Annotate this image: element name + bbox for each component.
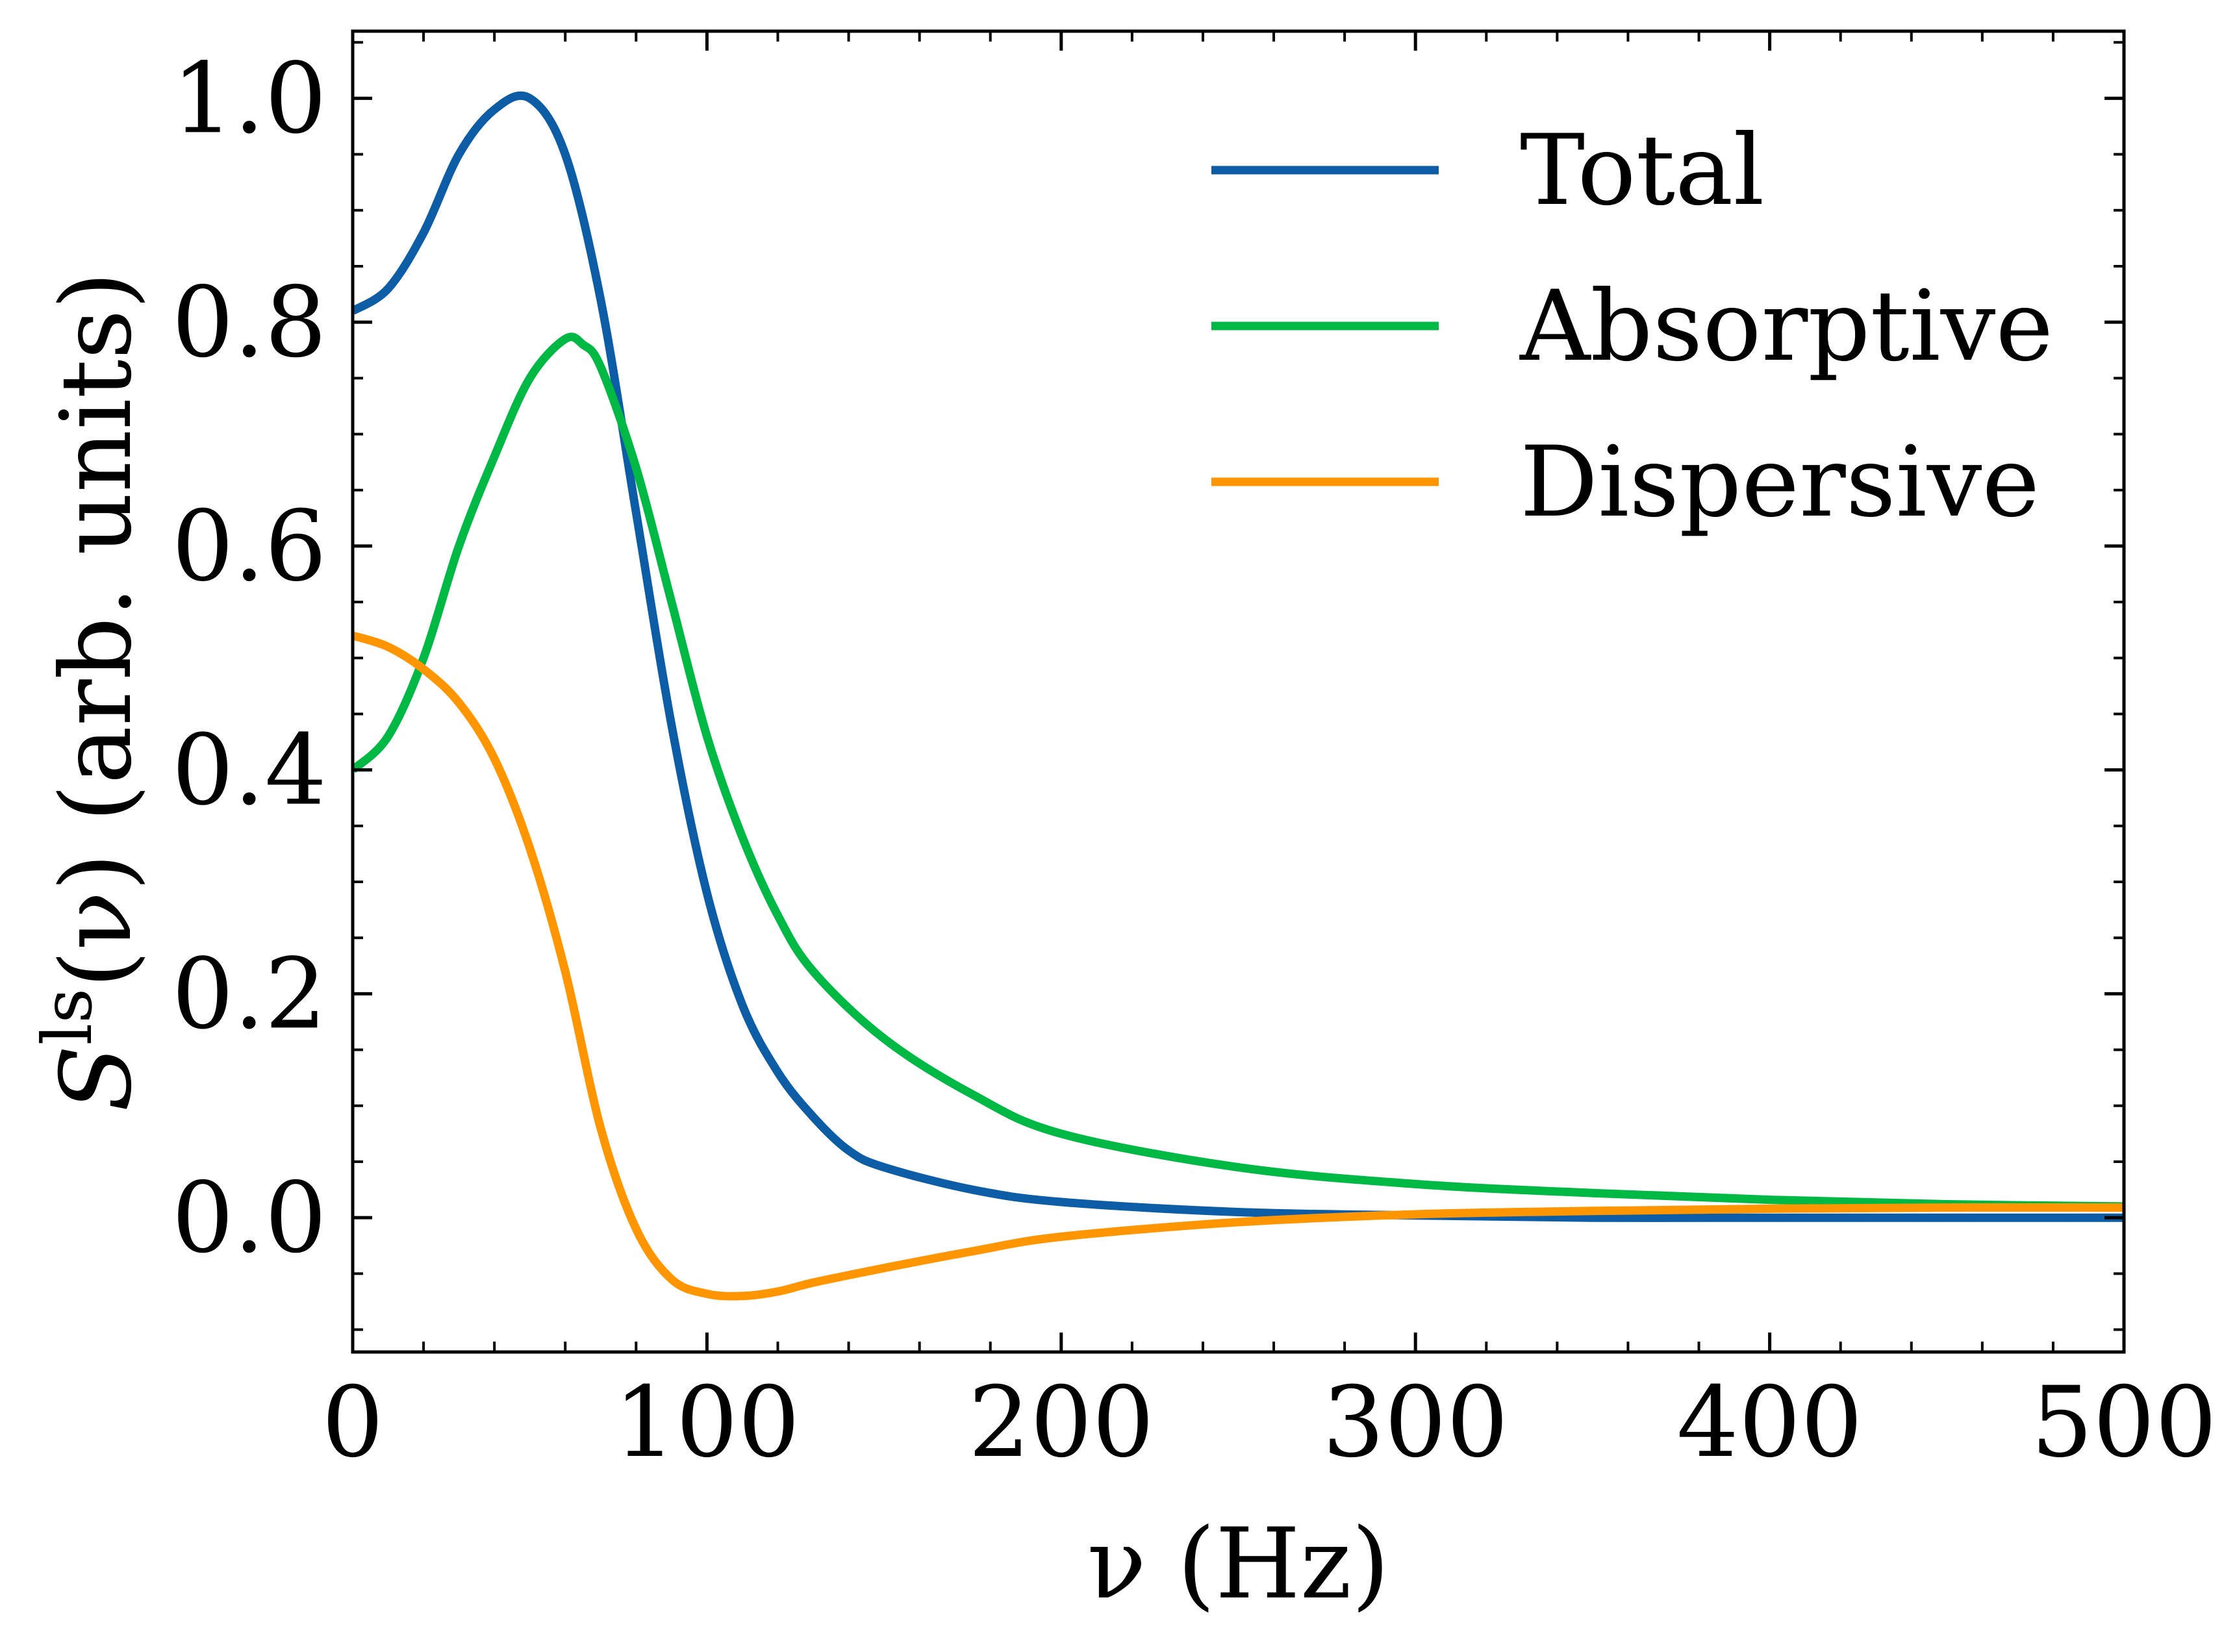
labels-layer: ν (Hz) Sls(ν) (arb. units) [28, 271, 1389, 1621]
series-line-total [353, 91, 2124, 1222]
y-axis-label: Sls(ν) (arb. units) [28, 271, 153, 1112]
legend-item-total: Total [1211, 114, 1764, 227]
x-tick-label: 100 [614, 1366, 800, 1479]
legend-item-absorptive: Absorptive [1211, 270, 2053, 383]
x-tick-label: 400 [1676, 1366, 1862, 1479]
x-tick-label: 300 [1322, 1366, 1508, 1479]
legend: Total Absorptive Dispersive [1211, 114, 2053, 539]
series-layer [353, 91, 2124, 1301]
series-line-dispersive [353, 631, 2124, 1301]
legend-label: Absorptive [1519, 270, 2053, 383]
series-line-absorptive [353, 332, 2124, 1211]
legend-item-dispersive: Dispersive [1211, 426, 2040, 539]
plot-frame [351, 29, 2126, 1354]
y-tick-label: 0.4 [171, 714, 327, 827]
y-tick-label: 0.2 [171, 938, 327, 1051]
ticks-layer: 0 100 200 300 400 500 0.0 0.2 0.4 0.6 0.8 1.0 [171, 31, 2217, 1479]
y-tick-label: 1.0 [171, 42, 327, 155]
legend-label: Dispersive [1520, 426, 2040, 539]
x-tick-label: 0 [322, 1366, 383, 1479]
legend-label: Total [1520, 114, 1764, 227]
y-tick-label: 0.0 [171, 1162, 327, 1275]
x-axis-label: ν (Hz) [1087, 1508, 1390, 1621]
x-tick-label: 200 [968, 1366, 1154, 1479]
y-tick-label: 0.8 [171, 266, 327, 379]
x-tick-label: 500 [2031, 1366, 2217, 1479]
y-tick-label: 0.6 [171, 490, 327, 603]
